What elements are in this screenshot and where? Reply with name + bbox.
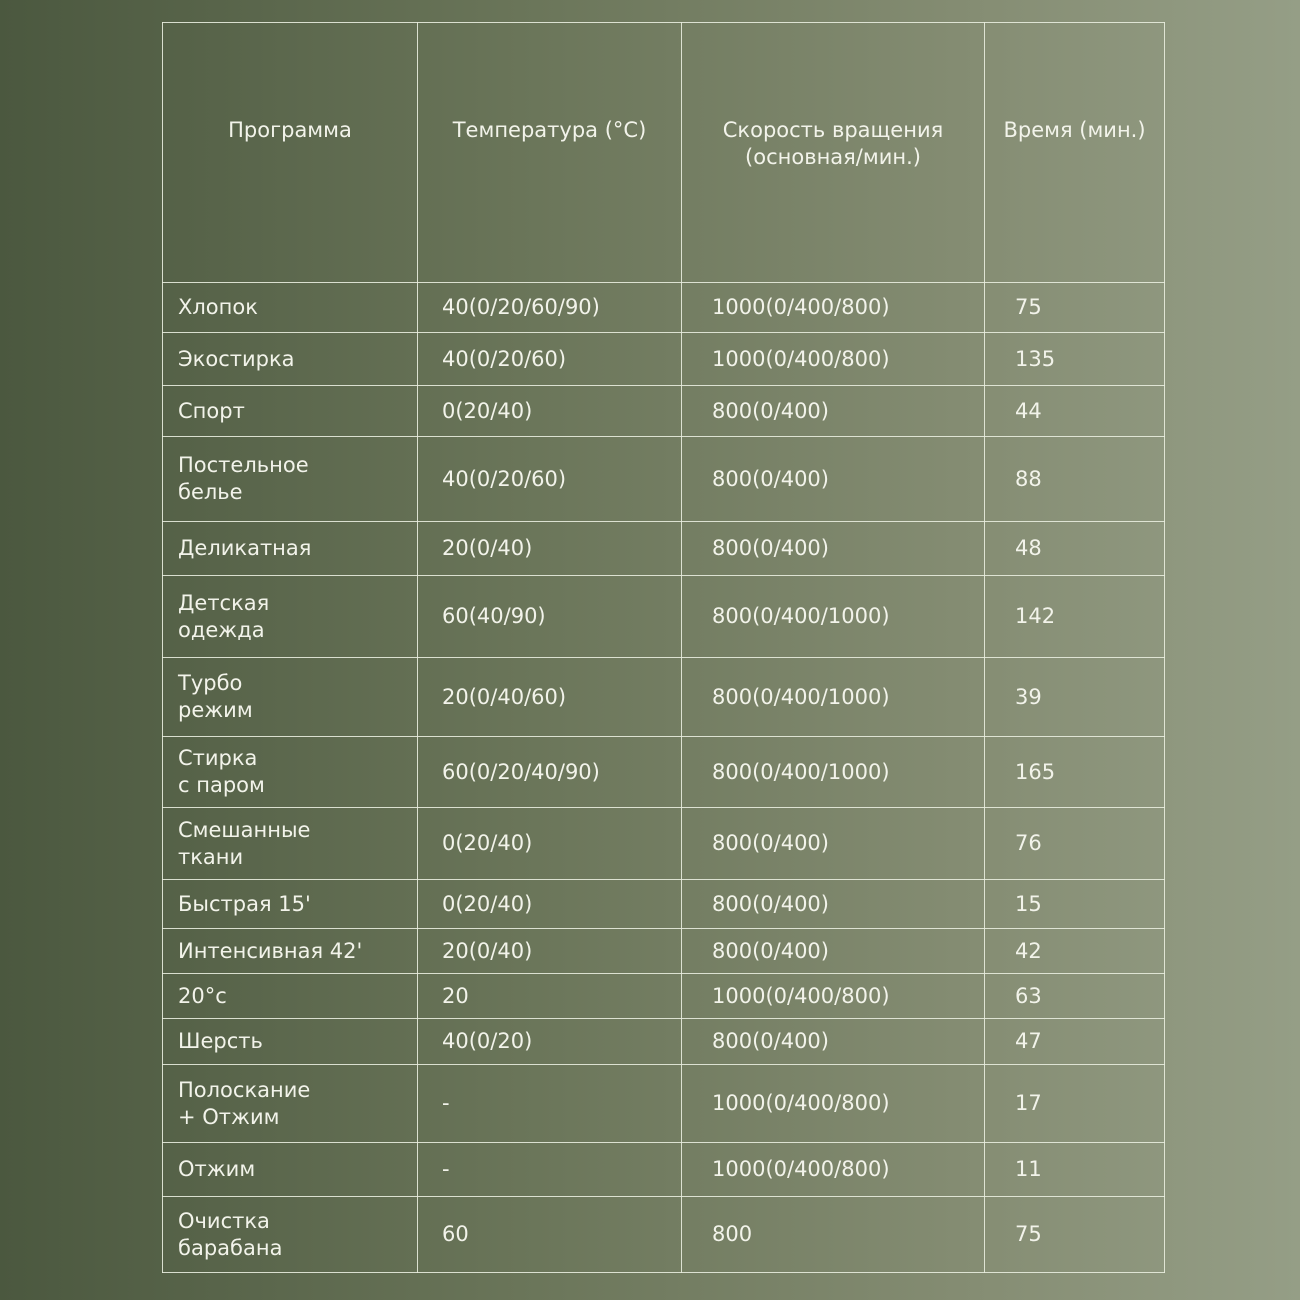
header-spin-speed: Скорость вращения (основная/мин.) — [681, 22, 985, 283]
cell-time: 39 — [984, 657, 1165, 737]
cell-time: 47 — [984, 1018, 1165, 1065]
cell-time: 17 — [984, 1064, 1165, 1143]
cell-program: Полоскание + Отжим — [162, 1064, 418, 1143]
table-row: Хлопок 40(0/20/60/90) 1000(0/400/800) 75 — [162, 282, 1165, 333]
cell-temperature: 0(20/40) — [417, 385, 682, 437]
table-row: 20°с 20 1000(0/400/800) 63 — [162, 973, 1165, 1019]
cell-program: Турбо режим — [162, 657, 418, 737]
cell-temperature: 60 — [417, 1196, 682, 1273]
cell-time: 15 — [984, 879, 1165, 929]
table-row: Детская одежда 60(40/90) 800(0/400/1000) 142 — [162, 575, 1165, 658]
cell-spin-speed: 800(0/400) — [681, 385, 985, 437]
table-row: Отжим -1000(0/400/800) 11 — [162, 1142, 1165, 1197]
cell-temperature: 60(40/90) — [417, 575, 682, 658]
cell-program: Отжим — [162, 1142, 418, 1197]
cell-time: 42 — [984, 928, 1165, 974]
cell-time: 75 — [984, 282, 1165, 333]
washing-programs-table: Программа Температура (°C) Скорость вращ… — [162, 22, 1165, 1273]
cell-program: Хлопок — [162, 282, 418, 333]
cell-spin-speed: 800(0/400) — [681, 436, 985, 522]
cell-time: 48 — [984, 521, 1165, 576]
cell-temperature: 40(0/20/60/90) — [417, 282, 682, 333]
cell-program: Деликатная — [162, 521, 418, 576]
cell-spin-speed: 1000(0/400/800) — [681, 332, 985, 386]
cell-temperature: 20(0/40/60) — [417, 657, 682, 737]
cell-spin-speed: 800(0/400/1000) — [681, 657, 985, 737]
cell-program: Шерсть — [162, 1018, 418, 1065]
cell-program: Очистка барабана — [162, 1196, 418, 1273]
table-body: Хлопок 40(0/20/60/90) 1000(0/400/800) 75 Эко… — [162, 282, 1165, 1273]
table-row: Турбо режим 20(0/40/60) 800(0/400/1000) 39 — [162, 657, 1165, 737]
cell-temperature: 40(0/20/60) — [417, 332, 682, 386]
cell-program: Интенсивная 42' — [162, 928, 418, 974]
cell-time: 76 — [984, 807, 1165, 880]
table-row: Быстрая 15' 0(20/40) 800(0/400) 15 — [162, 879, 1165, 929]
cell-spin-speed: 800(0/400) — [681, 879, 985, 929]
cell-time: 142 — [984, 575, 1165, 658]
table-row: Интенсивная 42' 20(0/40) 800(0/400) 42 — [162, 928, 1165, 974]
cell-spin-speed: 800(0/400/1000) — [681, 575, 985, 658]
cell-program: Экостирка — [162, 332, 418, 386]
table-row: Смешанные ткани 0(20/40) 800(0/400) 76 — [162, 807, 1165, 880]
cell-temperature: - — [417, 1142, 682, 1197]
cell-spin-speed: 800(0/400/1000) — [681, 736, 985, 808]
cell-program: Смешанные ткани — [162, 807, 418, 880]
cell-spin-speed: 1000(0/400/800) — [681, 973, 985, 1019]
cell-spin-speed: 800(0/400) — [681, 1018, 985, 1065]
cell-time: 11 — [984, 1142, 1165, 1197]
cell-temperature: 0(20/40) — [417, 879, 682, 929]
table-row: Экостирка 40(0/20/60) 1000(0/400/800) 135 — [162, 332, 1165, 386]
cell-program: Быстрая 15' — [162, 879, 418, 929]
cell-spin-speed: 800(0/400) — [681, 928, 985, 974]
cell-temperature: 0(20/40) — [417, 807, 682, 880]
cell-temperature: 40(0/20/60) — [417, 436, 682, 522]
table-row: Стирка с паром 60(0/20/40/90) 800(0/400/100… — [162, 736, 1165, 808]
table-row: Шерсть 40(0/20) 800(0/400) 47 — [162, 1018, 1165, 1065]
cell-spin-speed: 800 — [681, 1196, 985, 1273]
table-row: Деликатная 20(0/40) 800(0/400) 48 — [162, 521, 1165, 576]
table-header: Программа Температура (°C) Скорость вращ… — [162, 22, 1165, 283]
header-temperature: Температура (°C) — [417, 22, 682, 283]
cell-program: Постельное белье — [162, 436, 418, 522]
table-row: Очистка барабана 60 800 75 — [162, 1196, 1165, 1273]
cell-spin-speed: 800(0/400) — [681, 521, 985, 576]
cell-program: Стирка с паром — [162, 736, 418, 808]
cell-spin-speed: 1000(0/400/800) — [681, 1142, 985, 1197]
cell-time: 165 — [984, 736, 1165, 808]
cell-program: 20°с — [162, 973, 418, 1019]
cell-program: Спорт — [162, 385, 418, 437]
cell-spin-speed: 1000(0/400/800) — [681, 1064, 985, 1143]
table-row: Полоскание + Отжим -1000(0/400/800) 17 — [162, 1064, 1165, 1143]
cell-temperature: 60(0/20/40/90) — [417, 736, 682, 808]
cell-program: Детская одежда — [162, 575, 418, 658]
cell-temperature: 40(0/20) — [417, 1018, 682, 1065]
cell-time: 135 — [984, 332, 1165, 386]
cell-time: 63 — [984, 973, 1165, 1019]
cell-temperature: 20 — [417, 973, 682, 1019]
cell-time: 44 — [984, 385, 1165, 437]
cell-temperature: 20(0/40) — [417, 928, 682, 974]
table-row: Постельное белье 40(0/20/60) 800(0/400) 88 — [162, 436, 1165, 522]
cell-temperature: 20(0/40) — [417, 521, 682, 576]
cell-time: 75 — [984, 1196, 1165, 1273]
table-row: Спорт 0(20/40) 800(0/400) 44 — [162, 385, 1165, 437]
header-program: Программа — [162, 22, 418, 283]
cell-spin-speed: 800(0/400) — [681, 807, 985, 880]
cell-time: 88 — [984, 436, 1165, 522]
cell-temperature: - — [417, 1064, 682, 1143]
header-time: Время (мин.) — [984, 22, 1165, 283]
cell-spin-speed: 1000(0/400/800) — [681, 282, 985, 333]
